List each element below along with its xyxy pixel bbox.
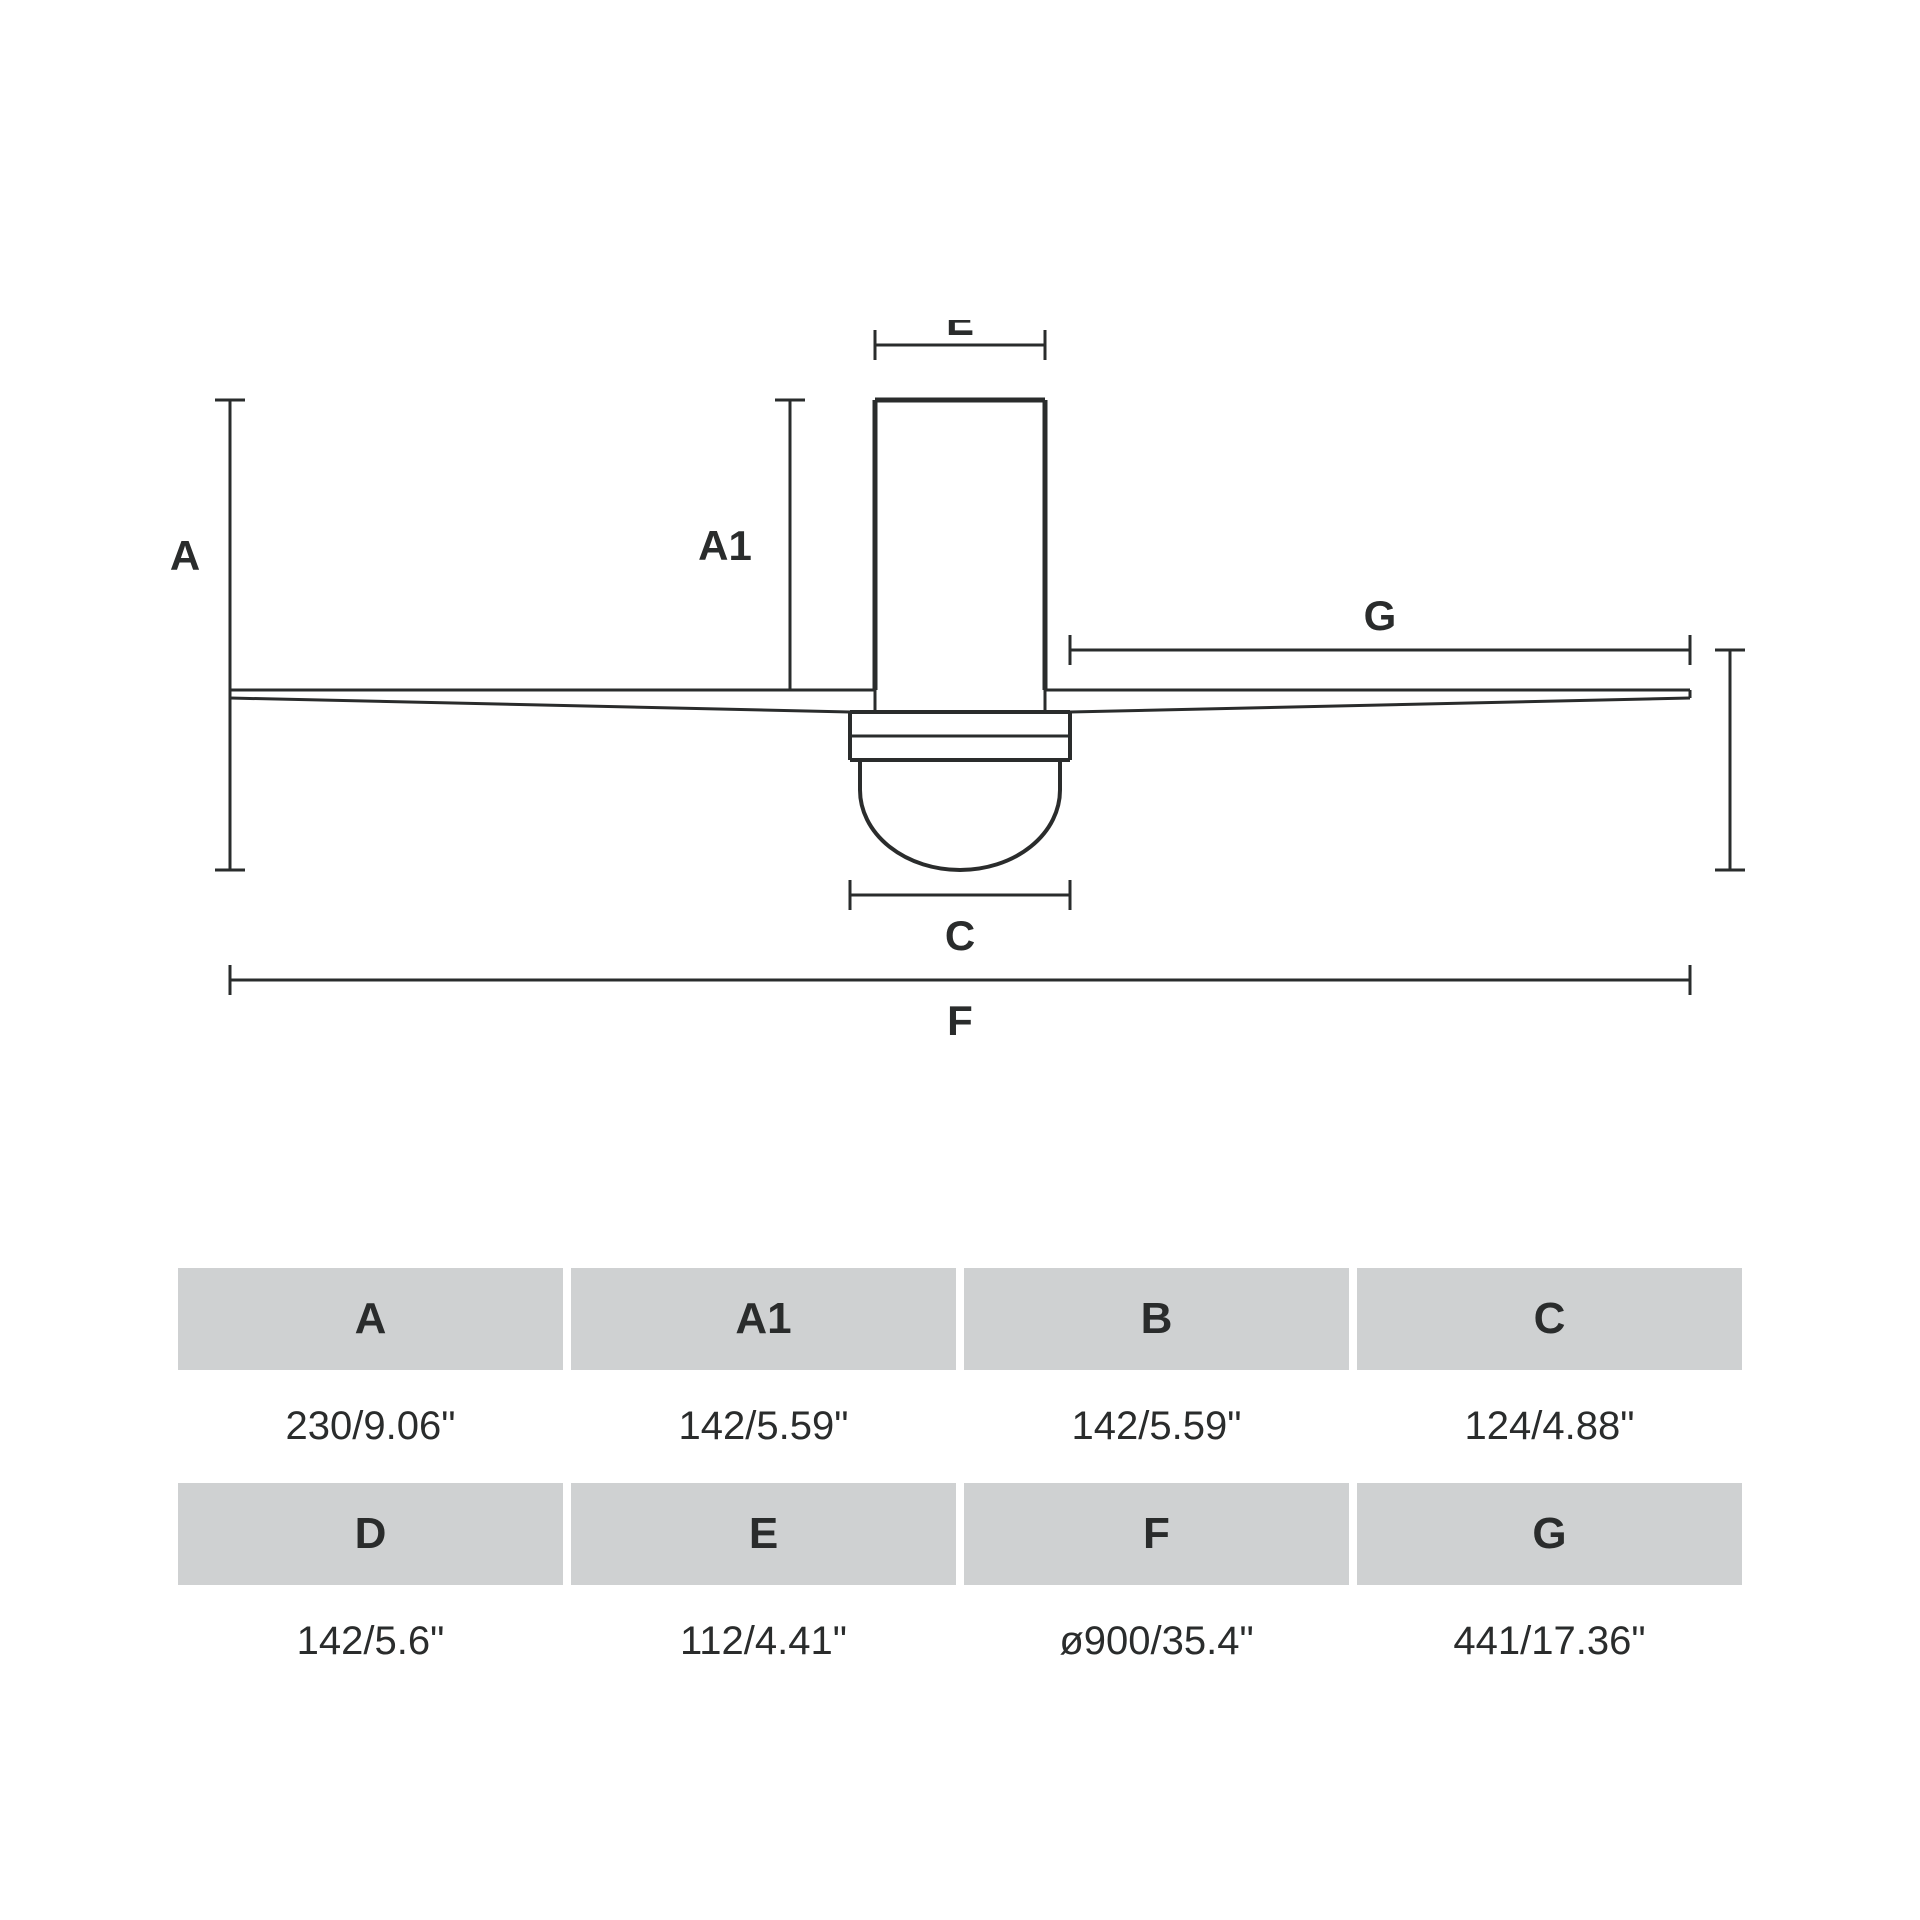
th-G: G — [1357, 1483, 1742, 1585]
th-C: C — [1357, 1268, 1742, 1370]
dim-label-e: E — [946, 320, 974, 344]
th-F: F — [964, 1483, 1349, 1585]
td-C: 124/4.88" — [1357, 1378, 1742, 1475]
td-F: ø900/35.4" — [964, 1593, 1349, 1690]
td-A: 230/9.06" — [178, 1378, 563, 1475]
table-row: 142/5.6" 112/4.41" ø900/35.4" 441/17.36" — [178, 1593, 1742, 1690]
th-E: E — [571, 1483, 956, 1585]
dim-label-c: C — [945, 912, 975, 959]
th-A: A — [178, 1268, 563, 1370]
th-B: B — [964, 1268, 1349, 1370]
td-D: 142/5.6" — [178, 1593, 563, 1690]
th-A1: A1 — [571, 1268, 956, 1370]
table-header-row: A A1 B C — [178, 1268, 1742, 1370]
td-E: 112/4.41" — [571, 1593, 956, 1690]
dim-label-a: A — [170, 532, 200, 579]
dimension-table-grid: A A1 B C 230/9.06" 142/5.59" 142/5.59" 1… — [170, 1260, 1750, 1698]
diagram-svg: E A1 A C F G — [170, 320, 1750, 1040]
th-D: D — [178, 1483, 563, 1585]
dim-label-g: G — [1364, 592, 1397, 639]
page: E A1 A C F G — [0, 0, 1920, 1920]
dimension-diagram: E A1 A C F G — [170, 320, 1750, 1040]
dim-label-f: F — [947, 997, 973, 1040]
dim-label-a1: A1 — [698, 522, 752, 569]
td-A1: 142/5.59" — [571, 1378, 956, 1475]
dim-label-b: B — [1748, 737, 1750, 784]
dimension-table: A A1 B C 230/9.06" 142/5.59" 142/5.59" 1… — [170, 1260, 1750, 1698]
td-G: 441/17.36" — [1357, 1593, 1742, 1690]
table-header-row: D E F G — [178, 1483, 1742, 1585]
table-row: 230/9.06" 142/5.59" 142/5.59" 124/4.88" — [178, 1378, 1742, 1475]
td-B: 142/5.59" — [964, 1378, 1349, 1475]
